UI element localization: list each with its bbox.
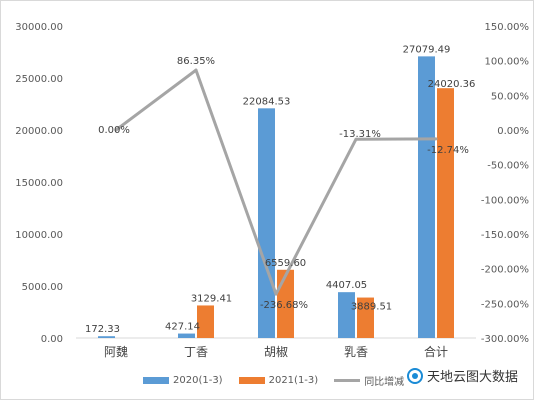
y2-tick-label: -150.00% bbox=[481, 230, 529, 241]
bar-data-label: 4407.05 bbox=[326, 280, 367, 291]
bar-2020 bbox=[178, 333, 195, 338]
y2-tick-label: -300.00% bbox=[481, 334, 529, 345]
bar-data-label: 172.33 bbox=[85, 324, 120, 335]
watermark: 天地云图大数据 bbox=[407, 366, 518, 385]
yoy-point bbox=[274, 292, 278, 296]
bar-2020 bbox=[418, 56, 435, 339]
bar-data-label: 22084.53 bbox=[243, 96, 291, 107]
bar-2021 bbox=[437, 88, 454, 338]
legend-label-2021: 2021(1-3) bbox=[268, 375, 319, 386]
category-label: 合计 bbox=[424, 344, 448, 359]
category-label: 胡椒 bbox=[264, 345, 288, 359]
bar-data-label: 24020.36 bbox=[428, 79, 476, 90]
bar-2021 bbox=[197, 305, 214, 338]
y2-tick-label: 0.00% bbox=[497, 126, 529, 137]
yoy-data-label: 86.35% bbox=[177, 56, 215, 67]
y2-tick-label: -250.00% bbox=[481, 299, 529, 310]
bar-data-label: 3889.51 bbox=[351, 302, 392, 313]
yoy-point bbox=[434, 137, 438, 141]
legend-item-2020: 2020(1-3) bbox=[143, 375, 223, 386]
legend-item-yoy: 同比增减 bbox=[334, 373, 404, 388]
y2-tick-label: -50.00% bbox=[487, 161, 529, 172]
y-tick-label: 5000.00 bbox=[22, 282, 63, 293]
yoy-data-label: 0.00% bbox=[98, 125, 130, 136]
bar-data-label: 3129.41 bbox=[191, 293, 232, 304]
watermark-text: 天地云图大数据 bbox=[427, 370, 519, 385]
bar-data-label: 6559.60 bbox=[265, 258, 306, 269]
bar-data-label: 427.14 bbox=[165, 322, 200, 333]
legend-swatch-2020 bbox=[143, 377, 169, 384]
category-label: 丁香 bbox=[184, 345, 208, 359]
yoy-point bbox=[114, 128, 118, 132]
y-tick-label: 10000.00 bbox=[15, 230, 63, 241]
category-label: 乳香 bbox=[344, 345, 368, 359]
category-label: 阿魏 bbox=[104, 344, 128, 359]
bar-2021 bbox=[357, 297, 374, 338]
legend: 2020(1-3) 2021(1-3) 同比增减 bbox=[143, 373, 420, 388]
legend-swatch-yoy bbox=[334, 379, 361, 382]
watermark-logo-icon bbox=[407, 367, 423, 384]
legend-swatch-2021 bbox=[238, 377, 265, 384]
y2-tick-label: 150.00% bbox=[485, 22, 530, 33]
bar-data-label: 27079.49 bbox=[403, 44, 451, 55]
yoy-point bbox=[194, 68, 198, 72]
yoy-point bbox=[354, 137, 358, 141]
legend-label-yoy: 同比增减 bbox=[364, 377, 405, 388]
y-tick-label: 20000.00 bbox=[15, 126, 63, 137]
y2-tick-label: -100.00% bbox=[481, 195, 529, 206]
legend-label-2020: 2020(1-3) bbox=[173, 375, 223, 386]
yoy-data-label: -13.31% bbox=[339, 129, 381, 140]
yoy-data-label: -12.74% bbox=[427, 145, 469, 156]
bar-2020 bbox=[338, 292, 355, 338]
y-tick-label: 30000.00 bbox=[15, 22, 63, 33]
y2-tick-label: 100.00% bbox=[485, 57, 530, 68]
y-tick-label: 25000.00 bbox=[15, 74, 63, 85]
y2-tick-label: -200.00% bbox=[481, 265, 529, 276]
bar-2020 bbox=[98, 336, 115, 338]
y2-tick-label: 50.00% bbox=[491, 91, 529, 102]
y-tick-label: 15000.00 bbox=[15, 178, 63, 189]
yoy-data-label: -236.68% bbox=[260, 300, 308, 311]
legend-item-2021: 2021(1-3) bbox=[238, 375, 319, 386]
y-tick-label: 0.00 bbox=[41, 334, 63, 345]
